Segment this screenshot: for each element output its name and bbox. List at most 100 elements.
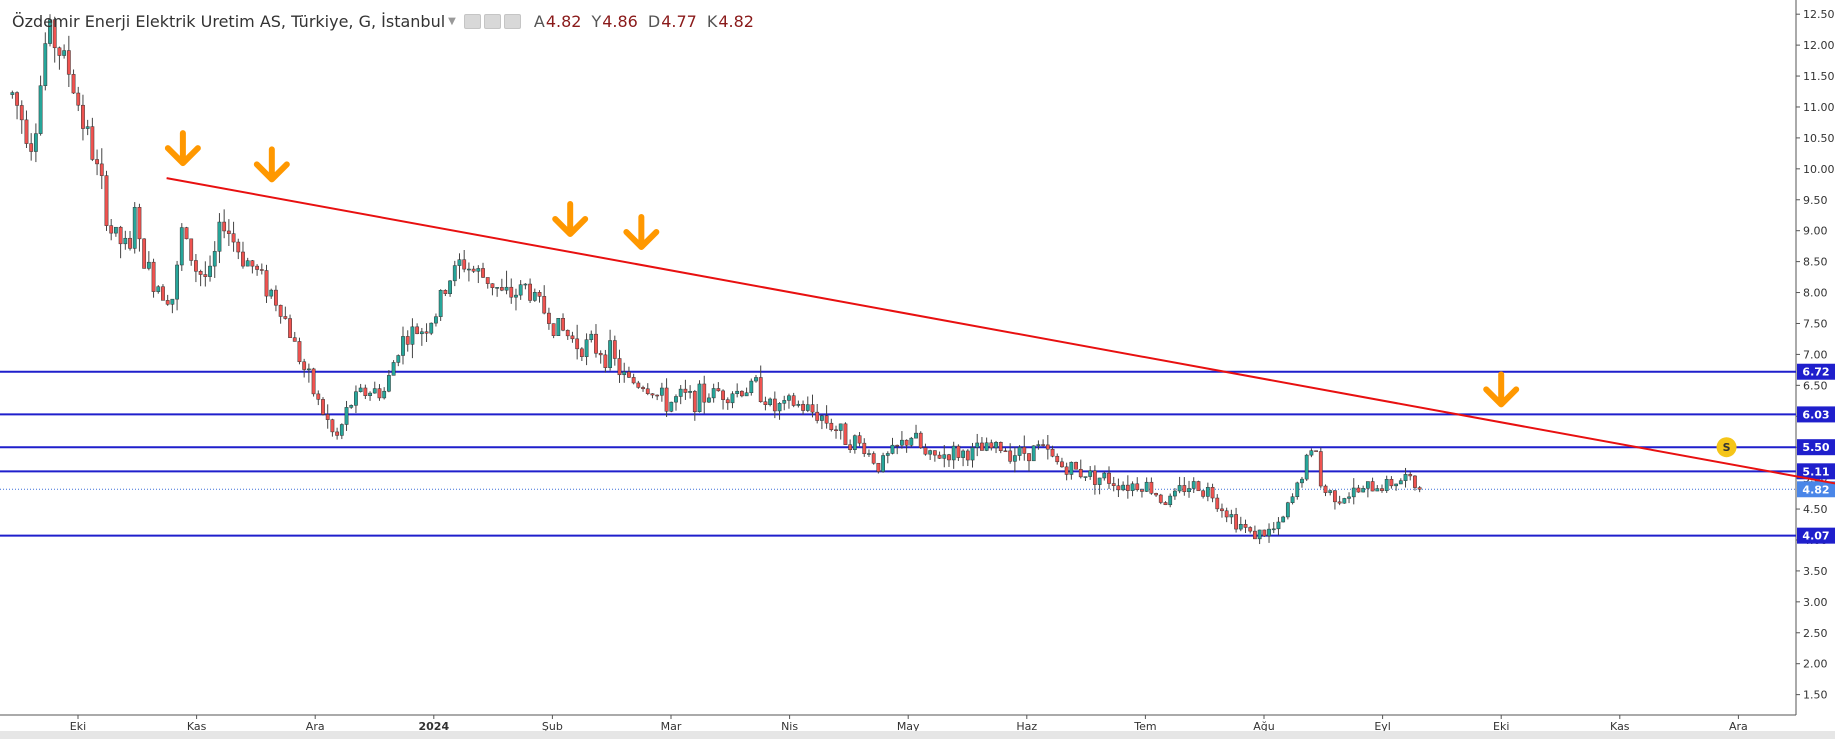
candle-body — [565, 329, 570, 337]
candle-body — [1078, 468, 1083, 478]
candle-body — [306, 368, 311, 371]
candle-body — [434, 316, 438, 324]
candle-body — [871, 453, 876, 464]
candle-body — [415, 326, 420, 335]
candle-body — [881, 455, 885, 472]
candle-body — [372, 388, 377, 394]
candle-body — [391, 362, 396, 376]
candle-body — [123, 237, 128, 245]
candle-body — [824, 415, 829, 424]
candle-body — [1370, 481, 1375, 492]
candle-body — [217, 221, 222, 252]
candle-body — [419, 331, 424, 335]
candle-body — [490, 283, 495, 289]
candle-body — [194, 260, 198, 272]
candle-body — [1022, 446, 1027, 454]
settings-icon[interactable] — [483, 13, 501, 29]
candle-body — [358, 387, 363, 392]
candle-body — [838, 423, 843, 431]
candle-body — [264, 270, 269, 297]
trendline — [166, 177, 1835, 485]
candle-body — [631, 377, 636, 384]
price-tick-label: 10.00 — [1803, 163, 1835, 176]
time-tick-label: Şub — [542, 720, 563, 733]
candle-body — [274, 289, 278, 306]
candle-body — [584, 339, 589, 357]
price-tick-label: 3.50 — [1803, 565, 1828, 578]
candle-body — [749, 380, 754, 394]
candle-body — [1092, 470, 1097, 485]
candle-body — [1196, 481, 1201, 492]
candle-body — [805, 404, 810, 411]
price-tick-label: 12.50 — [1803, 8, 1835, 21]
candle-body — [198, 271, 203, 275]
candle-body — [476, 268, 481, 272]
candle-body — [354, 391, 358, 406]
candle-body — [208, 265, 212, 277]
candle-body — [1361, 488, 1366, 493]
candle-body — [829, 422, 834, 431]
candle-body — [561, 318, 565, 331]
candle-body — [335, 431, 340, 436]
candle-body — [645, 388, 650, 394]
visibility-toggle-icon[interactable] — [463, 13, 481, 29]
candle-body — [509, 286, 514, 298]
candle-body — [617, 358, 622, 376]
candle-body — [1121, 484, 1126, 491]
candle-body — [1182, 485, 1187, 493]
candle-body — [62, 50, 67, 56]
candle-body — [942, 454, 947, 459]
candle-body — [1125, 484, 1130, 491]
candle-body — [914, 432, 918, 439]
candle-body — [843, 423, 848, 445]
candle-body — [980, 442, 984, 451]
time-tick-label: Ağu — [1253, 720, 1274, 733]
candle-body — [109, 225, 114, 234]
candle-body — [1304, 454, 1309, 480]
candle-body — [1309, 450, 1314, 456]
chevron-down-icon[interactable]: ▼ — [448, 15, 456, 27]
candle-body — [523, 283, 528, 286]
time-tick-label: Ara — [306, 720, 325, 733]
candle-body — [231, 233, 236, 243]
price-tick-label: 8.00 — [1803, 287, 1828, 300]
candle-body — [325, 414, 330, 420]
level-price-label: 4.07 — [1802, 530, 1829, 543]
candle-body — [81, 104, 85, 129]
candle-body — [1107, 472, 1111, 484]
candle-body — [579, 348, 584, 357]
candle-body — [410, 326, 415, 345]
candle-body — [1215, 497, 1220, 510]
candle-body — [462, 259, 467, 270]
candle-body — [664, 387, 669, 412]
candle-body — [1257, 529, 1262, 540]
candle-body — [735, 390, 740, 395]
candle-body — [782, 400, 787, 404]
candle-body — [405, 336, 410, 345]
candle-body — [1413, 475, 1417, 488]
candle-body — [1163, 502, 1168, 506]
candle-body — [923, 447, 928, 455]
close-icon[interactable] — [503, 13, 521, 29]
candle-body — [1290, 496, 1295, 503]
candle-body — [791, 395, 796, 406]
event-marker — [1716, 437, 1737, 458]
time-tick-label: Haz — [1016, 720, 1037, 733]
level-price-label: 5.11 — [1802, 465, 1829, 478]
candle-body — [1365, 481, 1370, 489]
candle-body — [1238, 524, 1243, 530]
level-price-tag — [1797, 463, 1835, 480]
candle-body — [951, 445, 956, 461]
symbol-title[interactable]: Özdemir Enerji Elektrik Uretim AS, Türki… — [12, 11, 446, 31]
candle-body — [970, 447, 975, 461]
candle-body — [716, 388, 721, 392]
candle-body — [1074, 461, 1078, 470]
down-arrow-icon — [623, 213, 660, 250]
candle-body — [99, 163, 104, 176]
candle-body — [443, 290, 448, 294]
candle-body — [1285, 502, 1290, 518]
price-tick-label: 2.00 — [1803, 658, 1828, 671]
event-marker-label: S — [1723, 441, 1731, 454]
